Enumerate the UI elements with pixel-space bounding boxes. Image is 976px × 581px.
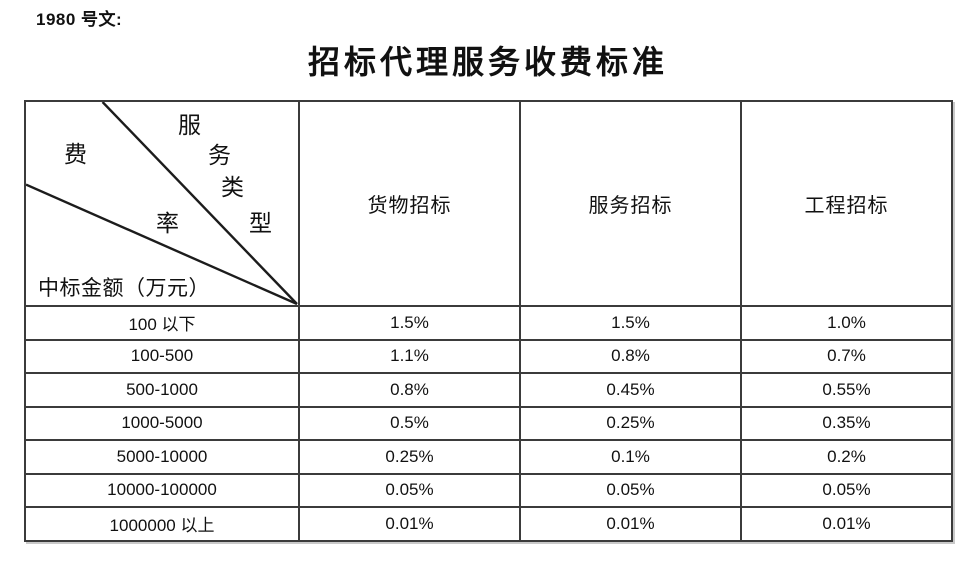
diagonal-header-cell: 服 务 类 型 费 率 中标金额（万元） <box>24 100 300 307</box>
diagonal-lines <box>27 103 297 304</box>
corner-type-char-1: 服 <box>178 113 201 138</box>
rate-cell: 0.1% <box>519 439 742 475</box>
rate-cell: 0.8% <box>519 338 742 374</box>
rate-cell: 0.5% <box>298 405 521 441</box>
rate-cell: 0.01% <box>740 506 953 542</box>
corner-type-char-3: 类 <box>221 175 244 200</box>
table-row: 500-1000 0.8% 0.45% 0.55% <box>24 372 953 408</box>
page-title: 招标代理服务收费标准 <box>307 44 668 80</box>
table-row: 1000000 以上 0.01% 0.01% 0.01% <box>24 506 953 542</box>
amount-cell: 5000-10000 <box>24 439 300 475</box>
rate-cell: 0.01% <box>298 506 521 542</box>
table-header-row: 服 务 类 型 费 率 中标金额（万元） 货物招标 服务招标 工程招标 <box>24 100 953 307</box>
rate-cell: 0.25% <box>519 405 742 441</box>
rate-cell: 0.45% <box>519 372 742 408</box>
table-row: 1000-5000 0.5% 0.25% 0.35% <box>24 405 953 441</box>
column-header-services: 服务招标 <box>519 100 742 307</box>
rate-cell: 0.05% <box>740 472 953 508</box>
corner-type-char-4: 型 <box>249 211 272 236</box>
rate-cell: 0.05% <box>298 472 521 508</box>
rate-cell: 0.7% <box>740 338 953 374</box>
amount-cell: 100-500 <box>24 338 300 374</box>
table-row: 5000-10000 0.25% 0.1% 0.2% <box>24 439 953 475</box>
corner-amount-label: 中标金额（万元） <box>38 276 210 300</box>
column-header-goods: 货物招标 <box>298 100 521 307</box>
rate-cell: 0.8% <box>298 372 521 408</box>
amount-cell: 500-1000 <box>24 372 300 408</box>
amount-cell: 10000-100000 <box>24 472 300 508</box>
rate-cell: 1.5% <box>298 305 521 341</box>
rate-cell: 1.0% <box>740 305 953 341</box>
rate-cell: 0.55% <box>740 372 953 408</box>
column-header-works: 工程招标 <box>740 100 953 307</box>
rate-cell: 0.35% <box>740 405 953 441</box>
doc-number: 1980 号文: <box>36 10 123 29</box>
rate-cell: 1.1% <box>298 338 521 374</box>
rate-cell: 0.01% <box>519 506 742 542</box>
amount-cell: 1000000 以上 <box>24 506 300 542</box>
rate-cell: 0.25% <box>298 439 521 475</box>
table-row: 10000-100000 0.05% 0.05% 0.05% <box>24 472 953 508</box>
rate-cell: 0.2% <box>740 439 953 475</box>
corner-fee-char-1: 费 <box>64 142 87 167</box>
amount-cell: 100 以下 <box>24 305 300 341</box>
fee-table: 服 务 类 型 费 率 中标金额（万元） 货物招标 服务招标 工程招标 100 … <box>24 100 953 542</box>
rate-cell: 0.05% <box>519 472 742 508</box>
table-row: 100-500 1.1% 0.8% 0.7% <box>24 338 953 374</box>
table-row: 100 以下 1.5% 1.5% 1.0% <box>24 305 953 341</box>
corner-fee-char-2: 率 <box>156 211 179 236</box>
corner-type-char-2: 务 <box>208 143 231 168</box>
amount-cell: 1000-5000 <box>24 405 300 441</box>
rate-cell: 1.5% <box>519 305 742 341</box>
